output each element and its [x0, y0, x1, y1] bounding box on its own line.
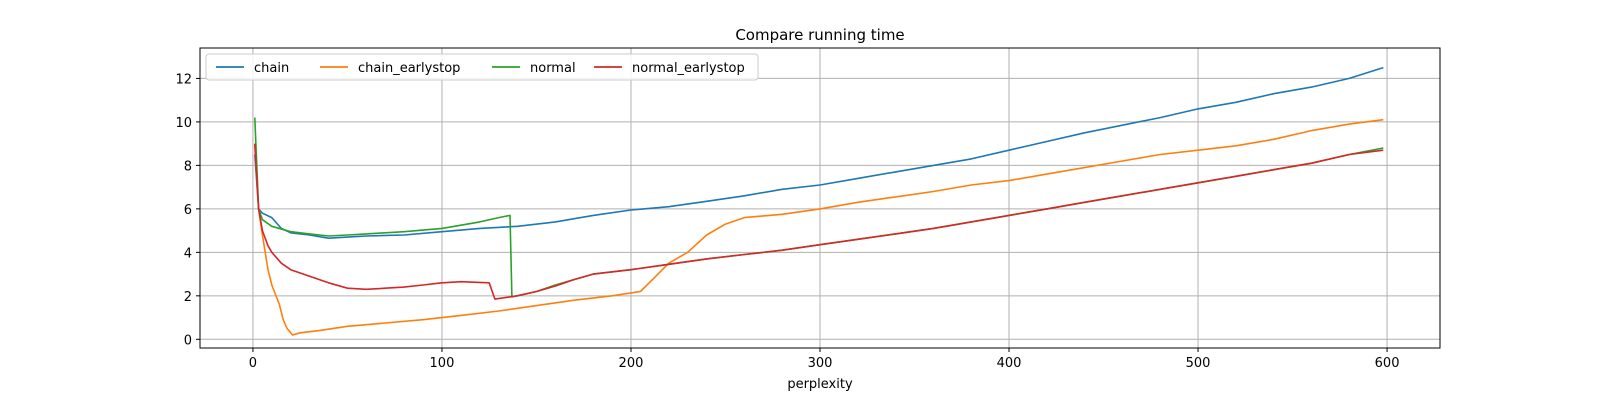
x-tick-label: 100 — [430, 356, 455, 371]
x-axis-label: perplexity — [787, 377, 853, 392]
chart-title: Compare running time — [735, 26, 904, 44]
y-tick-label: 2 — [184, 290, 192, 305]
y-tick-label: 0 — [184, 333, 192, 348]
legend-label: normal — [530, 61, 576, 76]
legend-label: chain — [254, 61, 289, 76]
legend: chain chain_earlystop normal normal_earlyst… — [205, 53, 759, 81]
legend-label: normal_earlystop — [632, 61, 745, 76]
series-line-normal-earlystop — [254, 143, 1384, 300]
x-tick-label: 300 — [808, 356, 833, 371]
x-tick-label: 200 — [619, 356, 644, 371]
legend-label: chain_earlystop — [358, 61, 460, 76]
series-lines — [254, 66, 1384, 336]
series-line-chain-earlystop — [254, 118, 1384, 336]
x-tick-label: 400 — [997, 356, 1022, 371]
x-tick-label: 0 — [249, 356, 257, 371]
series-line-chain — [254, 66, 1384, 239]
y-tick-label: 12 — [175, 72, 192, 87]
legend-box — [205, 53, 759, 81]
x-tick-label: 500 — [1186, 356, 1211, 371]
y-tick-label: 10 — [175, 116, 192, 131]
y-tick-label: 4 — [184, 246, 192, 261]
y-tick-label: 6 — [184, 203, 192, 218]
axis-ticks: 0 100 200 300 400 500 600 0 2 4 6 8 10 12 — [175, 72, 1399, 371]
y-tick-label: 8 — [184, 159, 192, 174]
x-tick-label: 600 — [1375, 356, 1400, 371]
